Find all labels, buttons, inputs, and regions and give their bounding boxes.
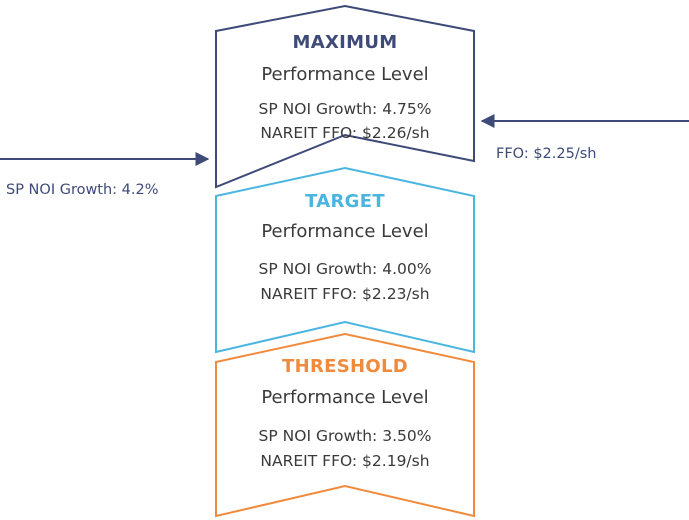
level-maximum-ffo: NAREIT FFO: $2.26/sh bbox=[260, 124, 429, 142]
callout-left-label: SP NOI Growth: 4.2% bbox=[6, 182, 159, 198]
level-threshold-chevron bbox=[215, 332, 475, 518]
level-maximum: MAXIMUM Performance Level SP NOI Growth:… bbox=[215, 4, 475, 189]
level-threshold-noi: SP NOI Growth: 3.50% bbox=[259, 427, 432, 445]
callout-right: FFO: $2.25/sh bbox=[480, 114, 689, 162]
level-target-chevron bbox=[215, 166, 475, 354]
level-threshold-title: THRESHOLD bbox=[282, 356, 408, 377]
level-maximum-subtitle: Performance Level bbox=[261, 64, 428, 85]
level-target-ffo: NAREIT FFO: $2.23/sh bbox=[260, 285, 429, 303]
level-target-title: TARGET bbox=[305, 191, 385, 212]
callout-left: SP NOI Growth: 4.2% bbox=[0, 152, 210, 198]
level-maximum-noi: SP NOI Growth: 4.75% bbox=[259, 100, 432, 118]
level-threshold: THRESHOLD Performance Level SP NOI Growt… bbox=[215, 332, 475, 518]
level-threshold-ffo: NAREIT FFO: $2.19/sh bbox=[260, 452, 429, 470]
level-target: TARGET Performance Level SP NOI Growth: … bbox=[215, 166, 475, 354]
level-target-noi: SP NOI Growth: 4.00% bbox=[259, 260, 432, 278]
level-maximum-title: MAXIMUM bbox=[293, 32, 398, 53]
level-target-subtitle: Performance Level bbox=[261, 221, 428, 242]
level-maximum-chevron bbox=[215, 4, 475, 189]
level-threshold-subtitle: Performance Level bbox=[261, 387, 428, 408]
callout-right-label: FFO: $2.25/sh bbox=[496, 146, 596, 162]
